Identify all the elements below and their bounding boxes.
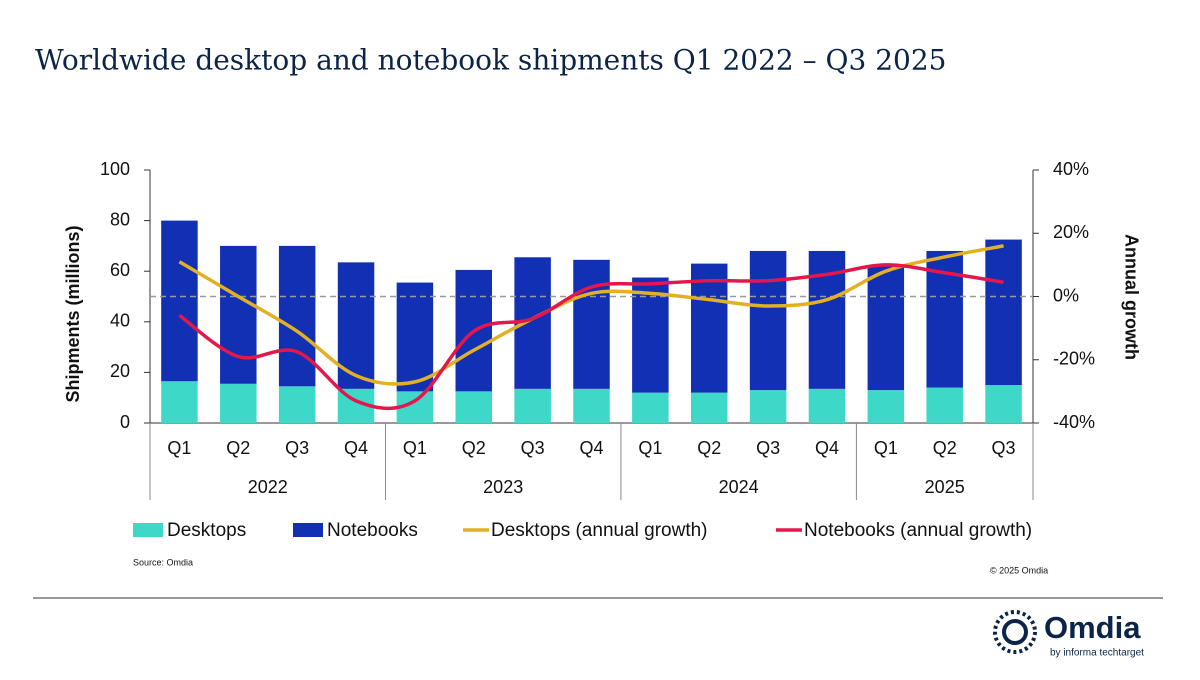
x-tick-label: Q4 — [344, 438, 368, 458]
group-label: 2025 — [925, 477, 965, 497]
y2-tick-label: -40% — [1053, 412, 1095, 432]
y2-tick-label: 20% — [1053, 222, 1089, 242]
bar — [867, 266, 905, 391]
legend-label: Desktops — [167, 520, 246, 541]
y-tick-label: 40 — [110, 311, 130, 331]
bar — [632, 392, 669, 423]
legend-label: Desktops (annual growth) — [491, 520, 708, 541]
x-tick-label: Q2 — [697, 438, 721, 458]
y-tick-label: 80 — [110, 209, 130, 229]
y-tick-label: 0 — [120, 412, 130, 432]
bar — [749, 390, 787, 423]
logo-core — [1002, 619, 1028, 645]
y2-tick-label: 0% — [1053, 285, 1079, 305]
group-label: 2024 — [719, 477, 759, 497]
copyright: © 2025 Omdia — [990, 565, 1048, 575]
x-tick-label: Q2 — [933, 438, 957, 458]
legend-label: Notebooks — [327, 520, 418, 541]
bar — [514, 388, 551, 423]
x-tick-label: Q1 — [638, 438, 662, 458]
y-tick-label: 100 — [100, 159, 130, 179]
bar — [985, 385, 1022, 423]
x-tick-label: Q3 — [521, 438, 545, 458]
bar — [455, 391, 493, 423]
source: Source: Omdia — [133, 557, 193, 567]
legend-label: Notebooks (annual growth) — [804, 520, 1032, 541]
logo: Omdia by informa techtarget — [993, 610, 1144, 659]
x-tick-label: Q3 — [285, 438, 309, 458]
x-tick-label: Q4 — [815, 438, 839, 458]
logo-tagline: by informa techtarget — [1050, 648, 1144, 659]
x-tick-label: Q3 — [756, 438, 780, 458]
x-tick-label: Q1 — [167, 438, 191, 458]
x-tick-label: Q2 — [226, 438, 250, 458]
legend-swatch — [133, 523, 163, 537]
y-tick-label: 60 — [110, 260, 130, 280]
bar — [985, 239, 1022, 386]
y2-tick-label: -20% — [1053, 349, 1095, 369]
bar — [690, 392, 728, 423]
group-label: 2022 — [248, 477, 288, 497]
y-axis-label: Shipments (millions) — [63, 225, 83, 402]
chart-title: Worldwide desktop and notebook shipments… — [35, 44, 946, 77]
bar — [220, 383, 257, 423]
y2-axis-label: Annual growth — [1121, 234, 1141, 360]
x-tick-label: Q1 — [874, 438, 898, 458]
bar — [808, 388, 846, 423]
logo-name: Omdia — [1044, 610, 1141, 645]
bar — [161, 381, 198, 423]
bar — [749, 250, 787, 391]
line — [178, 244, 1004, 386]
bar — [278, 245, 316, 387]
x-tick-label: Q2 — [462, 438, 486, 458]
bar — [573, 259, 610, 389]
bar — [690, 263, 728, 393]
bar — [161, 220, 198, 382]
bar — [278, 386, 316, 423]
bar — [926, 387, 963, 423]
bar — [867, 390, 905, 423]
y-tick-label: 20 — [110, 361, 130, 381]
y2-tick-label: 40% — [1053, 159, 1089, 179]
line — [178, 263, 1004, 411]
bar — [573, 388, 610, 423]
x-tick-label: Q1 — [403, 438, 427, 458]
bar — [220, 245, 257, 384]
logo-ring — [993, 610, 1037, 654]
x-tick-label: Q3 — [992, 438, 1016, 458]
group-label: 2023 — [483, 477, 523, 497]
bar — [396, 282, 434, 392]
x-tick-label: Q4 — [579, 438, 603, 458]
legend-swatch — [293, 523, 323, 537]
